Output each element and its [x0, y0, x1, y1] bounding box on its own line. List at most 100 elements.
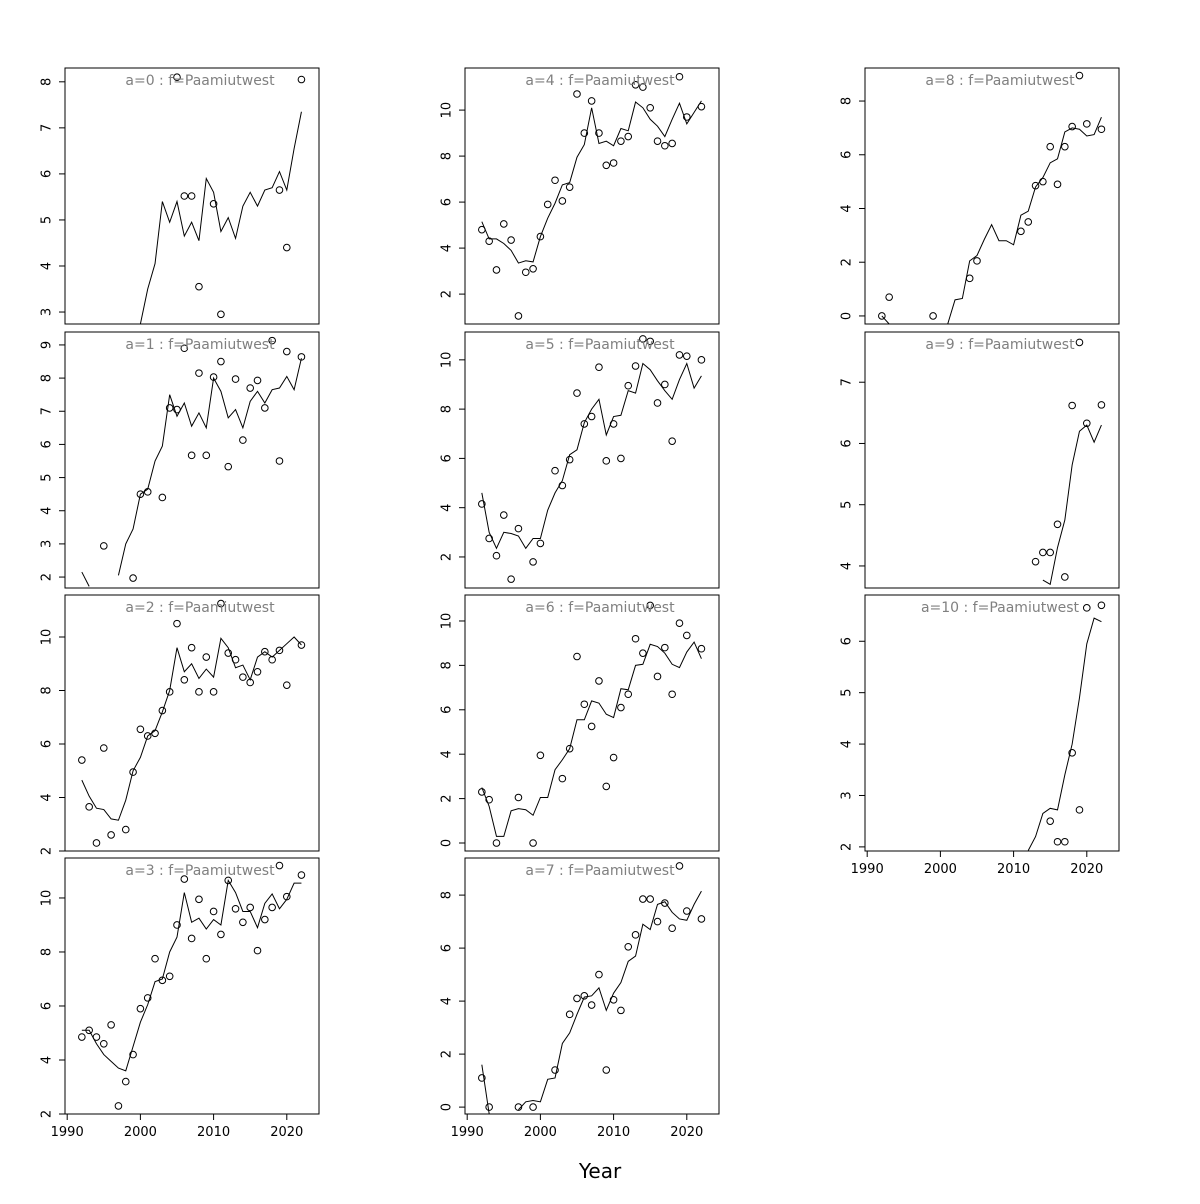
- observed-point: [661, 643, 669, 652]
- y-tick-label: 8: [440, 891, 455, 899]
- observed-point: [121, 1077, 130, 1086]
- panel-frame: [64, 67, 320, 325]
- observed-point: [217, 930, 225, 939]
- observed-point: [1017, 227, 1025, 236]
- observed-point: [624, 132, 633, 141]
- observed-point: [551, 1066, 559, 1074]
- observed-point: [224, 462, 233, 471]
- observed-point: [195, 688, 203, 696]
- observed-point: [514, 793, 523, 802]
- observed-point: [631, 362, 640, 370]
- y-tick-label: 6: [440, 706, 455, 714]
- observed-point: [580, 992, 589, 1000]
- observed-point: [661, 380, 669, 389]
- observed-point: [631, 80, 640, 89]
- x-tick-label: 1990: [51, 1125, 84, 1140]
- observed-point: [878, 312, 886, 320]
- y-tick-label: 6: [40, 1002, 55, 1010]
- observed-point: [180, 675, 189, 684]
- y-tick-label: 5: [40, 216, 55, 224]
- y-tick-label: 4: [440, 244, 455, 252]
- observed-point: [675, 351, 684, 359]
- y-tick-label: 5: [840, 689, 855, 697]
- observed-point: [617, 1006, 625, 1015]
- observed-point: [485, 534, 493, 543]
- observed-point: [697, 356, 706, 364]
- y-tick-label: 10: [440, 352, 455, 369]
- observed-point: [202, 451, 211, 460]
- y-tick-label: 6: [440, 198, 455, 206]
- observed-point: [1068, 749, 1076, 757]
- observed-point: [246, 903, 254, 912]
- observed-point: [478, 1074, 486, 1082]
- observed-point: [246, 384, 254, 392]
- observed-point: [180, 344, 189, 353]
- observed-point: [99, 542, 108, 550]
- observed-point: [536, 751, 545, 760]
- observed-point: [1046, 548, 1054, 557]
- observed-point: [129, 768, 137, 776]
- fitted-line: [139, 111, 302, 324]
- observed-point: [1068, 122, 1076, 131]
- observed-point: [682, 352, 691, 360]
- fitted-line: [1042, 424, 1102, 586]
- observed-point: [624, 690, 633, 699]
- observed-point: [965, 274, 974, 283]
- panel: 3 4 5 6 7 8 a=0 : f=Paamiutwest: [40, 67, 320, 325]
- observed-point: [551, 176, 559, 185]
- observed-point: [1097, 401, 1106, 409]
- observed-point: [1024, 218, 1033, 226]
- observed-point: [551, 466, 559, 475]
- y-tick-label: 0: [840, 312, 855, 320]
- observed-point: [1053, 180, 1062, 189]
- observed-point: [661, 141, 669, 150]
- observed-point: [529, 839, 537, 847]
- panel-title: a=9 : f=Paamiutwest: [925, 337, 1075, 353]
- observed-point: [653, 917, 662, 926]
- y-tick-label: 4: [840, 204, 855, 212]
- y-tick-label: 7: [40, 407, 55, 415]
- y-tick-label: 8: [440, 661, 455, 669]
- panel: 2 4 6 8 10 1990 2000 2010 2020 a=3 : f=Paamiutwes…: [40, 857, 320, 1140]
- x-tick-label: 2010: [197, 1125, 230, 1140]
- observed-point: [507, 575, 515, 583]
- observed-point: [507, 236, 515, 244]
- observed-point: [92, 839, 101, 847]
- observed-point: [1031, 557, 1040, 566]
- observed-point: [1075, 71, 1084, 80]
- observed-point: [99, 1039, 108, 1048]
- observed-point: [639, 895, 647, 903]
- observed-point: [239, 918, 247, 927]
- observed-point: [478, 788, 486, 796]
- y-tick-label: 10: [440, 613, 455, 630]
- y-tick-label: 2: [440, 794, 455, 802]
- y-tick-label: 8: [440, 405, 455, 413]
- x-tick-label: 2010: [597, 1125, 630, 1140]
- y-tick-label: 4: [40, 793, 55, 801]
- observed-point: [180, 875, 189, 883]
- observed-point: [231, 904, 240, 913]
- observed-point: [173, 619, 181, 628]
- observed-point: [543, 200, 552, 209]
- panel-title: a=7 : f=Paamiutwest: [525, 863, 675, 879]
- panel-title: a=1 : f=Paamiutwest: [125, 337, 275, 353]
- y-tick-label: 4: [440, 750, 455, 758]
- y-tick-label: 8: [40, 374, 55, 382]
- observed-point: [99, 744, 108, 752]
- x-tick-label: 2000: [924, 862, 957, 877]
- observed-point: [217, 599, 225, 608]
- observed-point: [521, 268, 530, 277]
- observed-point: [1053, 520, 1062, 529]
- y-tick-label: 4: [840, 562, 855, 570]
- panel-frame: [864, 67, 1120, 325]
- observed-point: [209, 907, 218, 916]
- observed-point: [624, 942, 633, 951]
- x-tick-label: 1990: [851, 862, 884, 877]
- observed-point: [514, 1103, 523, 1111]
- observed-point: [78, 1033, 86, 1041]
- y-tick-label: 10: [440, 102, 455, 119]
- panel: 0 2 4 6 8 10 a=6 : f=Paamiutwest: [440, 594, 720, 852]
- observed-point: [239, 673, 247, 681]
- observed-point: [587, 1001, 596, 1009]
